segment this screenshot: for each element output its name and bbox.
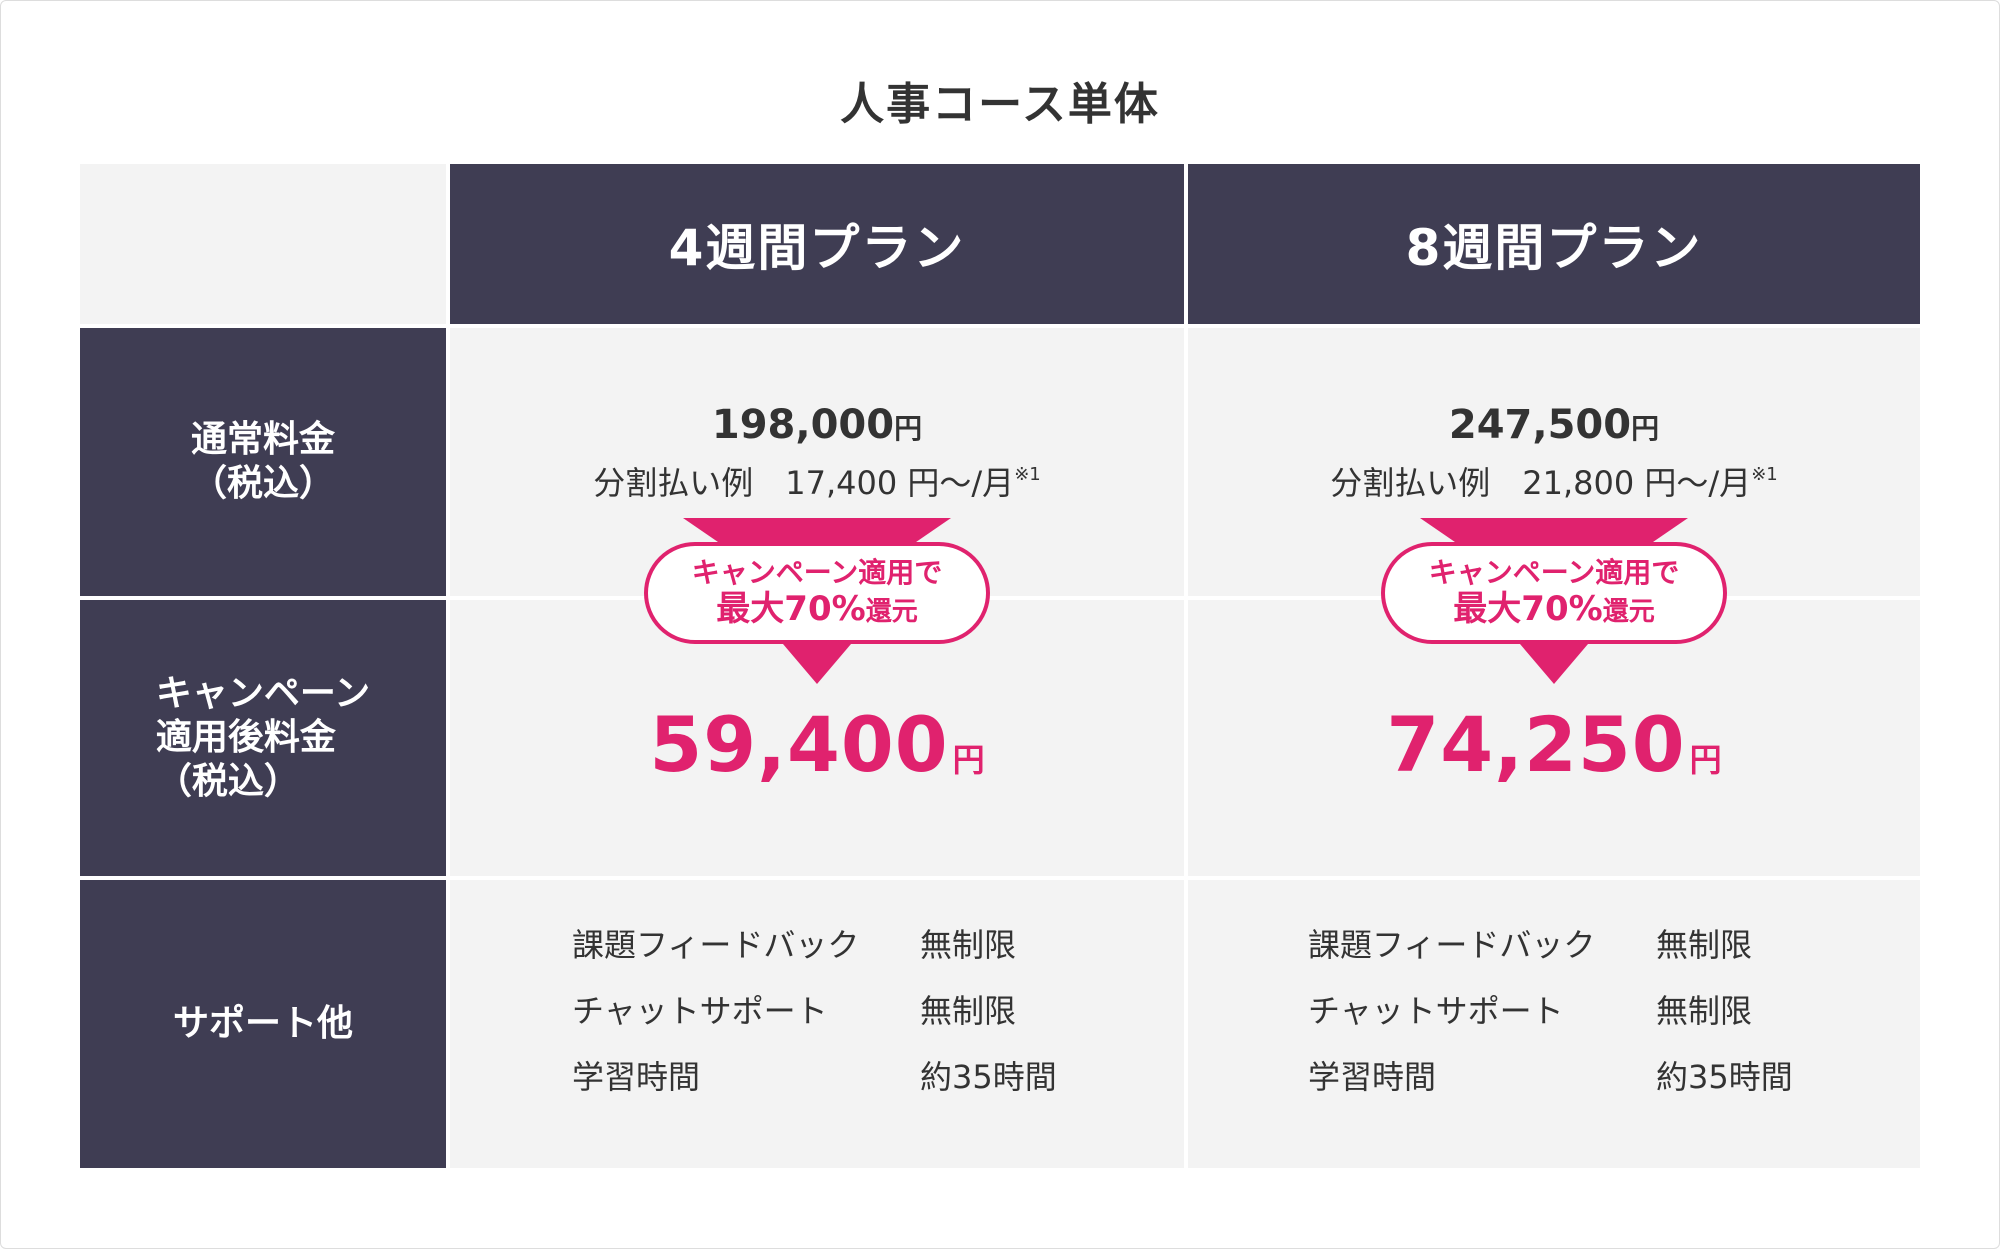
support-list-8week: 課題フィードバック 無制限 チャットサポート 無制限 学習時間 約35時間 [1308, 912, 1793, 1110]
badge-arrow-down-icon [1520, 644, 1588, 684]
row-label-support: サポート他 [80, 880, 446, 1168]
campaign-badge-8week: キャンペーン適用で 最大70%還元 [1381, 518, 1727, 684]
list-item: 学習時間 約35時間 [572, 1058, 1057, 1096]
plan-header-4week: 4週間プラン [450, 164, 1184, 324]
row-label-normal-line1: 通常料金 [190, 419, 335, 461]
list-item: チャットサポート 無制限 [1308, 992, 1753, 1030]
row-label-campaign-line3: （税込） [155, 760, 300, 802]
installment-4week: 分割払い例 17,400 円〜/月※1 [593, 464, 1041, 502]
support-cell-4week: 課題フィードバック 無制限 チャットサポート 無制限 学習時間 約35時間 [450, 880, 1184, 1168]
list-item: 学習時間 約35時間 [1308, 1058, 1793, 1096]
normal-price-cell-8week: 247,500円 分割払い例 21,800 円〜/月※1 [1188, 328, 1920, 596]
badge-pill: キャンペーン適用で 最大70%還元 [644, 542, 990, 644]
table-corner [80, 164, 446, 324]
page-title: 人事コース単体 [840, 79, 1160, 130]
normal-price-4week: 198,000円 [711, 402, 923, 448]
row-label-support-text: サポート他 [172, 1003, 353, 1045]
installment-8week: 分割払い例 21,800 円〜/月※1 [1330, 464, 1778, 502]
list-item: チャットサポート 無制限 [572, 992, 1017, 1030]
support-list-4week: 課題フィードバック 無制限 チャットサポート 無制限 学習時間 約35時間 [572, 912, 1057, 1110]
row-label-campaign-price: キャンペーン 適用後料金 （税込） [80, 600, 446, 876]
row-label-campaign-line2: 適用後料金 [155, 717, 336, 759]
plan-header-8week: 8週間プラン [1188, 164, 1920, 324]
row-label-normal-price: 通常料金 （税込） [80, 328, 446, 596]
row-label-campaign-line1: キャンペーン [155, 673, 371, 715]
row-label-normal-line2: （税込） [190, 463, 335, 504]
campaign-price-8week: 74,250 円 [1386, 700, 1722, 789]
campaign-badge-4week: キャンペーン適用で 最大70%還元 [644, 518, 990, 684]
list-item: 課題フィードバック 無制限 [572, 926, 1017, 964]
list-item: 課題フィードバック 無制限 [1308, 926, 1753, 964]
badge-pill: キャンペーン適用で 最大70%還元 [1381, 542, 1727, 644]
support-cell-8week: 課題フィードバック 無制限 チャットサポート 無制限 学習時間 約35時間 [1188, 880, 1920, 1168]
campaign-price-4week: 59,400 円 [649, 700, 985, 789]
normal-price-8week: 247,500円 [1448, 402, 1660, 448]
badge-arrow-down-icon [783, 644, 851, 684]
